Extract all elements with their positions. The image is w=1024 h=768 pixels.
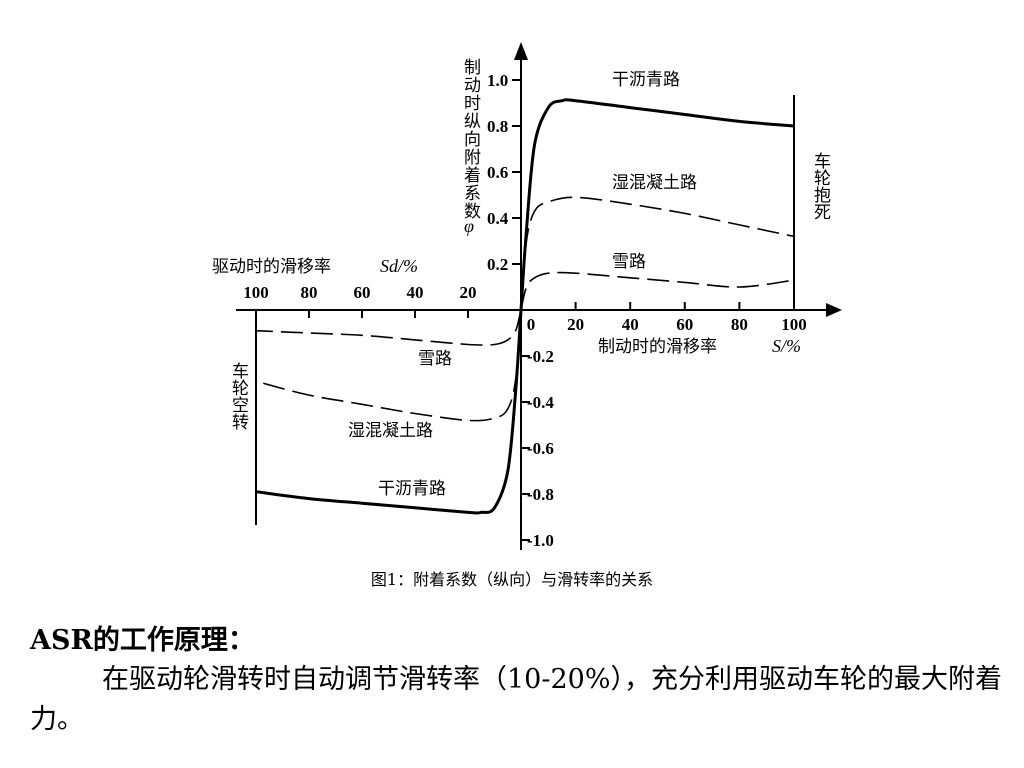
series-label-driving: 雪路 <box>418 349 452 369</box>
series-label-driving: 湿混凝土路 <box>348 421 433 441</box>
series-label-braking: 干沥青路 <box>612 70 680 90</box>
x-tick-label-driving: 80 <box>301 283 318 302</box>
x-axis-symbol-braking: S/% <box>772 336 801 356</box>
y-tick-label: 0.2 <box>487 255 508 274</box>
y-tick-label: -0.6 <box>527 439 554 458</box>
series-label-driving: 干沥青路 <box>378 479 446 499</box>
section-title: ASR的工作原理： <box>30 625 255 656</box>
y-tick-label: 1.0 <box>487 71 508 90</box>
x-axis-arrow <box>826 303 842 317</box>
y-tick-label: -0.4 <box>527 393 554 412</box>
series-3-braking-line <box>520 271 795 311</box>
x-axis-symbol-driving: Sd/% <box>380 256 418 276</box>
x-axis-title-driving: 驱动时的滑移率 <box>212 257 331 277</box>
series-1-driving-line <box>255 309 523 515</box>
x-tick-label-driving: 100 <box>243 283 269 302</box>
y-tick-label: -0.8 <box>527 485 554 504</box>
x-tick-label-braking: 100 <box>781 315 807 334</box>
x-tick-label-braking: 0 <box>527 315 536 334</box>
series-label-braking: 雪路 <box>612 252 646 272</box>
adhesion-slip-chart: 1.0 0.8 0.6 0.4 0.2 -0.2 -0.4 -0.6 -0.8 -1.0 0 20 40… <box>212 42 842 550</box>
body-paragraph: 在驱动轮滑转时自动调节滑转率（10-20%），充分利用驱动车轮的最大附着力。 <box>30 660 1020 740</box>
y-tick-label: -0.2 <box>527 347 554 366</box>
chart-axes <box>236 42 842 550</box>
x-tick-label-braking: 20 <box>567 315 584 334</box>
chart-labels: 1.0 0.8 0.6 0.4 0.2 -0.2 -0.4 -0.6 -0.8 -1.0 0 20 40… <box>212 58 831 550</box>
x-tick-label-braking: 40 <box>622 315 639 334</box>
series-label-braking: 湿混凝土路 <box>612 173 697 193</box>
figure-caption: 图1：附着系数（纵向）与滑转率的关系 <box>370 570 654 589</box>
body-text: 在驱动轮滑转时自动调节滑转率（10-20%），充分利用驱动车轮的最大附着力。 <box>30 664 1002 735</box>
x-tick-label-driving: 40 <box>407 283 424 302</box>
series-3-driving-line <box>255 309 522 346</box>
y-tick-label: 0.4 <box>487 209 509 228</box>
y-tick-label: -1.0 <box>527 531 554 550</box>
y-tick-label: 0.6 <box>487 163 508 182</box>
y-tick-label: 0.8 <box>487 117 508 136</box>
x-tick-label-driving: 60 <box>354 283 371 302</box>
x-tick-label-braking: 60 <box>676 315 693 334</box>
wheel-spin-label: 车轮空转 <box>228 362 249 430</box>
wheel-lock-label: 车轮抱死 <box>810 152 831 220</box>
series-2-braking-line <box>520 196 795 311</box>
series-1-braking-line <box>519 98 795 311</box>
x-tick-label-braking: 80 <box>731 315 748 334</box>
chart-curves <box>255 98 795 515</box>
x-axis-title-braking: 制动时的滑移率 <box>598 337 717 357</box>
x-tick-label-driving: 20 <box>460 283 477 302</box>
y-axis-symbol: φ <box>464 216 474 236</box>
series-2-driving-line <box>255 309 522 422</box>
y-axis-title: 制动时纵向附着系数 <box>460 58 481 220</box>
y-axis-arrow <box>514 42 528 60</box>
